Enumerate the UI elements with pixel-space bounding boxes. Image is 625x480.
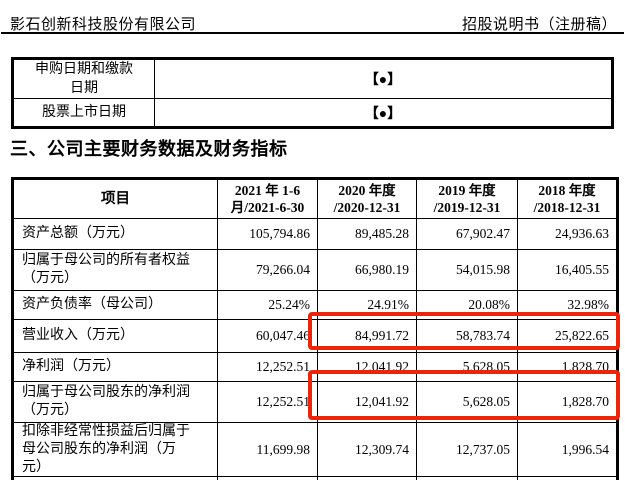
cell-value: 1,996.54 — [517, 423, 616, 476]
cell-value: 1,828.70 — [517, 353, 616, 381]
cell-value: 79,266.04 — [217, 250, 317, 290]
issue-row-label: 申购日期和缴款日期 — [14, 60, 155, 98]
table-row-net-profit: 净利润（万元） 12,252.51 12,041.92 5,628.05 1,8… — [14, 352, 616, 381]
cell-value: 20.08% — [416, 291, 517, 319]
table-row-total-assets: 资产总额（万元） 105,794.86 89,485.28 67,902.47 … — [14, 218, 616, 249]
cell-value: 58,783.74 — [416, 320, 517, 352]
cell-value: 24,936.63 — [517, 219, 616, 249]
doc-type-label: 招股说明书（注册稿） — [461, 17, 617, 33]
row-label: 资产总额（万元） — [22, 226, 134, 241]
section-title: 三、公司主要财务数据及财务指标 — [10, 139, 288, 159]
issue-row-value: 【●】 — [364, 73, 402, 88]
cell-value: 5,628.05 — [416, 382, 517, 422]
cell-value: 60,047.46 — [217, 320, 317, 352]
column-header-item: 项目 — [101, 190, 130, 207]
cell-value: 66,980.19 — [317, 250, 416, 290]
cell-value: 11,699.98 — [217, 423, 317, 476]
cell-value: 12,309.74 — [317, 423, 416, 476]
cell-value: 54,015.98 — [416, 250, 517, 290]
table-header-row: 项目 2021 年 1-6 月/2021-6-30 2020 年度 /2020-… — [14, 180, 616, 218]
table-row-deducted-net-profit: 扣除非经常性损益后归属于母公司股东的净利润（万元） 11,699.98 12,3… — [14, 422, 616, 476]
cell-value: 84,991.72 — [317, 320, 416, 352]
column-header-2020: 2020 年度 /2020-12-31 — [317, 180, 416, 218]
company-name: 影石创新科技股份有限公司 — [10, 17, 197, 33]
row-label: 归属于母公司的所有者权益（万元） — [22, 253, 190, 286]
cell-value: 12,252.51 — [217, 353, 317, 381]
page-header: 影石创新科技股份有限公司 招股说明书（注册稿） — [10, 13, 617, 34]
column-header-2021: 2021 年 1-6 月/2021-6-30 — [217, 180, 317, 218]
table-row-partial — [14, 476, 616, 480]
cell-value: 12,041.92 — [317, 353, 416, 381]
row-label: 资产负债率（母公司） — [22, 297, 162, 312]
row-label: 营业收入（万元） — [22, 328, 134, 343]
financial-table: 项目 2021 年 1-6 月/2021-6-30 2020 年度 /2020-… — [11, 177, 619, 480]
cell-value: 12,041.92 — [317, 382, 416, 422]
row-label: 归属于母公司股东的净利润（万元） — [22, 385, 190, 418]
cell-value: 25,822.65 — [517, 320, 616, 352]
issue-row-value: 【●】 — [364, 106, 402, 122]
cell-value: 5,628.05 — [416, 353, 517, 381]
cell-value: 24.91% — [317, 291, 416, 319]
table-row-revenue: 营业收入（万元） 60,047.46 84,991.72 58,783.74 2… — [14, 319, 616, 352]
column-header-2018: 2018 年度 /2018-12-31 — [517, 180, 616, 218]
cell-value: 89,485.28 — [317, 219, 416, 249]
header-rule — [1, 32, 624, 34]
table-row-parent-net-profit: 归属于母公司股东的净利润（万元） 12,252.51 12,041.92 5,6… — [14, 381, 616, 422]
cell-value: 25.24% — [217, 291, 317, 319]
table-row-parent-equity: 归属于母公司的所有者权益（万元） 79,266.04 66,980.19 54,… — [14, 249, 616, 290]
table-row-debt-ratio: 资产负债率（母公司） 25.24% 24.91% 20.08% 32.98% — [14, 290, 616, 319]
cell-value: 12,737.05 — [416, 423, 517, 476]
row-label: 净利润（万元） — [22, 359, 120, 374]
issue-row-label: 股票上市日期 — [14, 99, 155, 126]
table-row: 股票上市日期 【●】 — [14, 98, 611, 126]
cell-value: 16,405.55 — [517, 250, 616, 290]
cell-value: 105,794.86 — [217, 219, 317, 249]
column-header-2019: 2019 年度 /2019-12-31 — [416, 180, 517, 218]
row-label: 扣除非经常性损益后归属于母公司股东的净利润（万元） — [22, 423, 190, 475]
table-row: 申购日期和缴款日期 【●】 — [14, 60, 611, 98]
cell-value: 12,252.51 — [217, 382, 317, 422]
cell-value: 32.98% — [517, 291, 616, 319]
cell-value: 67,902.47 — [416, 219, 517, 249]
cell-value: 1,828.70 — [517, 382, 616, 422]
issue-info-table: 申购日期和缴款日期 【●】 股票上市日期 【●】 — [11, 57, 614, 129]
